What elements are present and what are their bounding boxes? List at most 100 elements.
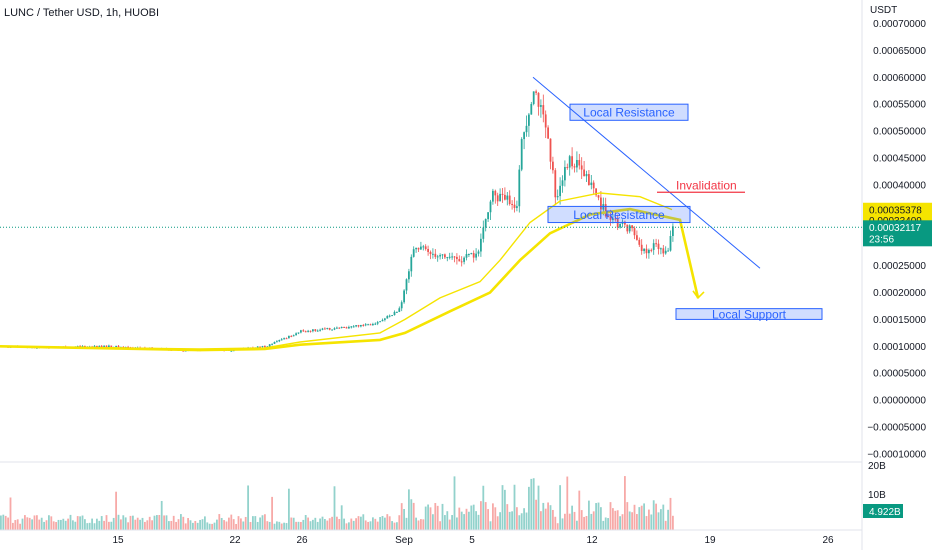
volume-bar xyxy=(664,520,667,530)
volume-tick-label: 10B xyxy=(868,490,886,501)
zone-resistance_mid[interactable] xyxy=(547,205,691,224)
volume-bar xyxy=(254,516,257,530)
volume-bar xyxy=(662,504,665,530)
candle-body xyxy=(98,345,101,348)
volume-bar xyxy=(412,502,415,530)
volume-bar xyxy=(108,521,110,530)
candle-body xyxy=(333,328,336,330)
candle-body xyxy=(588,174,590,186)
volume-bar xyxy=(669,497,672,530)
volume-bar xyxy=(264,514,266,530)
candle-body xyxy=(518,169,521,207)
candle-body xyxy=(501,193,504,195)
volume-bar xyxy=(206,522,209,530)
descending-trendline[interactable] xyxy=(532,76,761,269)
zone-resistance_top[interactable] xyxy=(569,103,689,121)
volume-bar xyxy=(657,512,660,530)
volume-bar xyxy=(350,518,353,530)
candle-body xyxy=(343,326,345,328)
volume-bar xyxy=(204,516,206,530)
candle-body xyxy=(537,92,540,107)
volume-bar xyxy=(129,515,132,530)
candle-body xyxy=(432,253,434,255)
volume-bar xyxy=(420,519,422,530)
volume-bar xyxy=(74,521,77,530)
candle-body xyxy=(573,166,576,168)
candle-body xyxy=(314,329,317,331)
volume-bar xyxy=(182,516,185,530)
volume-bar xyxy=(609,502,612,530)
volume-bar xyxy=(24,515,26,530)
candle-body xyxy=(504,194,506,200)
volume-bar xyxy=(379,517,381,530)
volume-bar xyxy=(28,517,31,530)
volume-bar xyxy=(408,489,410,530)
volume-bar xyxy=(187,518,189,530)
price-tick-label: 0.00055000 xyxy=(873,100,926,111)
volume-bar xyxy=(612,508,614,530)
candle-body xyxy=(261,346,264,348)
volume-bar xyxy=(321,516,324,530)
candle-body xyxy=(597,195,600,198)
candle-body xyxy=(516,206,518,208)
volume-bar xyxy=(36,515,38,530)
candle-body xyxy=(336,327,338,329)
volume-bar xyxy=(100,516,103,530)
volume-bar xyxy=(499,512,501,530)
candle-body xyxy=(372,324,374,326)
volume-bar xyxy=(566,476,569,530)
candle-body xyxy=(523,132,525,140)
volume-bar xyxy=(122,515,125,530)
volume-bar xyxy=(393,522,396,530)
volume-bar xyxy=(429,507,432,530)
ma-value-text: 0.00035378 xyxy=(869,205,922,216)
volume-bar xyxy=(240,518,242,530)
candle-body xyxy=(559,185,561,197)
volume-bar xyxy=(235,523,237,530)
price-tick-label: −0.00005000 xyxy=(867,423,926,434)
candle-body xyxy=(650,249,653,251)
candle-body xyxy=(264,346,266,348)
candle-body xyxy=(496,195,499,202)
candle-body xyxy=(278,340,281,342)
volume-bar xyxy=(439,521,441,530)
volume-bar xyxy=(518,515,521,530)
volume-bar xyxy=(295,521,297,530)
projection-arrow-icon xyxy=(692,290,705,300)
volume-bar xyxy=(597,502,600,530)
volume-bar xyxy=(628,511,631,530)
candle-body xyxy=(568,156,571,168)
candle-body xyxy=(513,204,516,208)
volume-bar xyxy=(645,516,648,530)
candle-body xyxy=(645,248,648,254)
symbol-title: LUNC / Tether USD, 1h, HUOBI xyxy=(4,7,160,19)
zone-support[interactable] xyxy=(675,308,823,320)
candle-body xyxy=(259,346,261,348)
candle-body xyxy=(444,254,446,258)
volume-bar xyxy=(333,486,336,530)
candle-body xyxy=(484,219,487,228)
time-tick-label: 26 xyxy=(822,535,834,546)
volume-bar xyxy=(96,518,98,530)
candle-body xyxy=(100,345,103,347)
volume-bar xyxy=(93,523,96,530)
last-price-text: 0.00032117 xyxy=(869,223,922,234)
candle-body xyxy=(429,251,432,255)
volume-bar xyxy=(496,516,499,530)
volume-bar xyxy=(523,508,525,530)
volume-bar xyxy=(470,505,473,530)
volume-bar xyxy=(112,517,115,530)
volume-bar xyxy=(542,502,545,530)
volume-bar xyxy=(259,517,261,530)
volume-bar xyxy=(160,500,163,530)
candle-body xyxy=(626,224,629,232)
volume-bar xyxy=(631,512,633,530)
volume-bar xyxy=(386,514,389,530)
candle-body xyxy=(580,165,583,170)
volume-bar xyxy=(314,517,317,530)
candle-body xyxy=(326,328,329,330)
candle-body xyxy=(424,246,427,249)
volume-bar xyxy=(16,519,19,530)
